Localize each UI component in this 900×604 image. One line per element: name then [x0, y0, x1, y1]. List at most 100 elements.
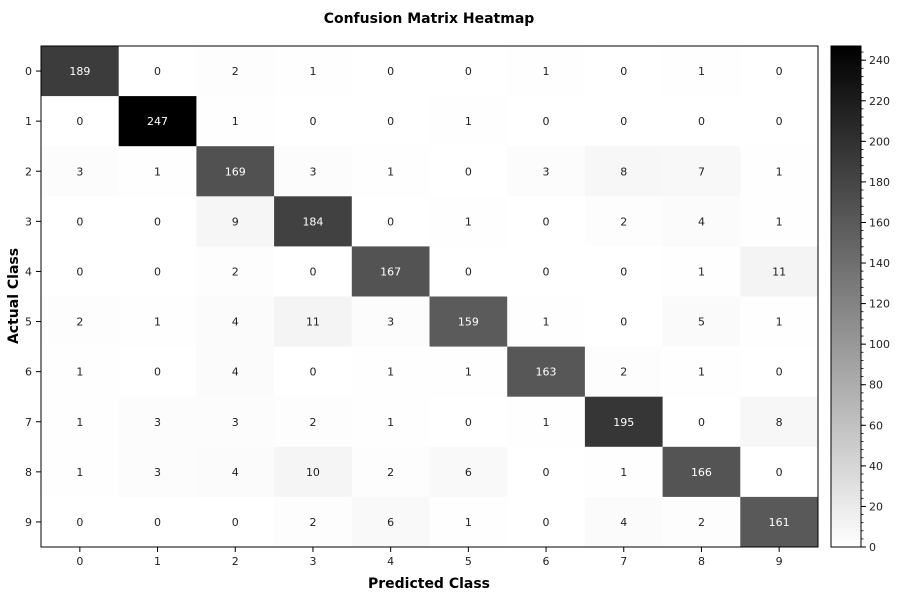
colorbar: 0 20 40 60 80 100 120 140 160 180 200 220 240: [830, 45, 890, 554]
heatmap-cell-8-3: [274, 446, 353, 498]
cell-value-label: 161: [769, 516, 790, 529]
y-tick-label: 2: [25, 165, 32, 178]
heatmap-cell-8-9: [740, 446, 819, 498]
heatmap-cell-7-1: [118, 396, 197, 448]
heatmap-cell-2-3: [274, 146, 353, 197]
heatmap-cell-5-5: [429, 296, 508, 348]
y-tick-label: 6: [25, 366, 32, 379]
cell-value-label: 0: [232, 516, 239, 529]
cell-value-label: 167: [380, 265, 401, 278]
cell-value-label: 0: [154, 215, 161, 228]
axis-ticks: 0 1 2 3 4 5 6 7 8 9 0 1 2 3 4 5 6 7 8 9: [25, 65, 783, 568]
cell-value-label: 1: [776, 316, 783, 329]
heatmap-cells: 189 0 2 1 0 0 1 0 1 00 247 1 0 0 1 0 0 0 03 1 169 3 1 0 3 8 7 10 0 9 1…: [40, 45, 819, 548]
cell-value-label: 0: [620, 65, 627, 78]
cell-value-label: 2: [232, 265, 239, 278]
heatmap-cell-1-5: [429, 96, 508, 147]
heatmap-cell-4-9: [740, 246, 819, 297]
heatmap-cell-9-9: [740, 496, 819, 548]
heatmap-cell-0-1: [118, 46, 197, 97]
cell-value-label: 11: [306, 316, 320, 329]
heatmap-cell-1-7: [584, 96, 664, 147]
cell-value-label: 3: [543, 165, 550, 178]
heatmap-cell-7-4: [351, 396, 430, 448]
heatmap-cell-6-5: [429, 346, 508, 398]
heatmap-cell-6-0: [41, 346, 120, 398]
heatmap-cell-7-6: [507, 396, 586, 448]
heatmap-cell-3-8: [662, 196, 741, 247]
cell-value-label: 0: [154, 265, 161, 278]
colorbar-tick-label: 180: [869, 176, 890, 189]
cell-value-label: 4: [232, 366, 239, 379]
cell-value-label: 0: [543, 265, 550, 278]
heatmap-cell-5-2: [196, 296, 275, 348]
chart-title: Confusion Matrix Heatmap: [324, 11, 535, 27]
heatmap-cell-2-0: [41, 146, 120, 197]
colorbar-gradient: [830, 45, 862, 548]
heatmap-cell-9-6: [507, 496, 586, 548]
heatmap-cell-8-6: [507, 446, 586, 498]
cell-value-label: 1: [620, 466, 627, 479]
cell-value-label: 1: [543, 316, 550, 329]
cell-value-label: 0: [698, 115, 705, 128]
heatmap-cell-5-3: [274, 296, 353, 348]
heatmap-cell-2-2: [196, 146, 275, 197]
cell-value-label: 1: [465, 366, 472, 379]
heatmap-cell-5-8: [662, 296, 741, 348]
colorbar-tick-label: 160: [869, 216, 890, 229]
cell-value-label: 10: [306, 466, 320, 479]
heatmap-cell-5-9: [740, 296, 819, 348]
cell-value-label: 1: [698, 65, 705, 78]
cell-value-label: 0: [154, 366, 161, 379]
heatmap-cell-5-4: [351, 296, 430, 348]
heatmap-cell-3-7: [584, 196, 664, 247]
cell-value-label: 2: [620, 215, 627, 228]
cell-value-label: 0: [465, 265, 472, 278]
heatmap-cell-8-7: [584, 446, 664, 498]
y-tick-label: 5: [25, 316, 32, 329]
plot-frame: [40, 45, 819, 548]
heatmap-cell-8-2: [196, 446, 275, 498]
heatmap-cell-4-3: [274, 246, 353, 297]
cell-value-label: 1: [543, 416, 550, 429]
cell-value-label: 6: [387, 516, 394, 529]
cell-value-label: 1: [154, 316, 161, 329]
cell-value-label: 5: [698, 316, 705, 329]
heatmap-cell-7-9: [740, 396, 819, 448]
y-tick-label: 1: [25, 115, 32, 128]
heatmap-cell-2-8: [662, 146, 741, 197]
cell-value-label: 0: [76, 215, 83, 228]
heatmap-cell-1-9: [740, 96, 819, 147]
heatmap-cell-8-4: [351, 446, 430, 498]
heatmap-cell-0-7: [584, 46, 664, 97]
heatmap-cell-4-2: [196, 246, 275, 297]
heatmap-cell-9-1: [118, 496, 197, 548]
heatmap-cell-6-2: [196, 346, 275, 398]
heatmap-cell-0-3: [274, 46, 353, 97]
heatmap-cell-6-8: [662, 346, 741, 398]
y-tick-label: 3: [25, 215, 32, 228]
cell-value-label: 1: [698, 366, 705, 379]
heatmap-cell-9-8: [662, 496, 741, 548]
x-tick-label: 1: [154, 555, 161, 568]
cell-value-label: 0: [543, 516, 550, 529]
cell-value-label: 1: [232, 115, 239, 128]
cell-value-label: 3: [154, 466, 161, 479]
cell-value-label: 2: [698, 516, 705, 529]
cell-value-label: 8: [776, 416, 783, 429]
cell-value-label: 2: [387, 466, 394, 479]
x-tick-label: 9: [776, 555, 783, 568]
y-tick-label: 4: [25, 265, 32, 278]
x-tick-label: 5: [465, 555, 472, 568]
heatmap-cell-0-0: [41, 46, 120, 97]
heatmap-cell-7-8: [662, 396, 741, 448]
heatmap-cell-9-3: [274, 496, 353, 548]
heatmap-cell-1-8: [662, 96, 741, 147]
cell-value-label: 4: [232, 316, 239, 329]
cell-value-label: 0: [776, 65, 783, 78]
cell-value-label: 2: [309, 416, 316, 429]
cell-value-label: 2: [76, 316, 83, 329]
cell-value-label: 3: [232, 416, 239, 429]
cell-value-label: 0: [465, 65, 472, 78]
